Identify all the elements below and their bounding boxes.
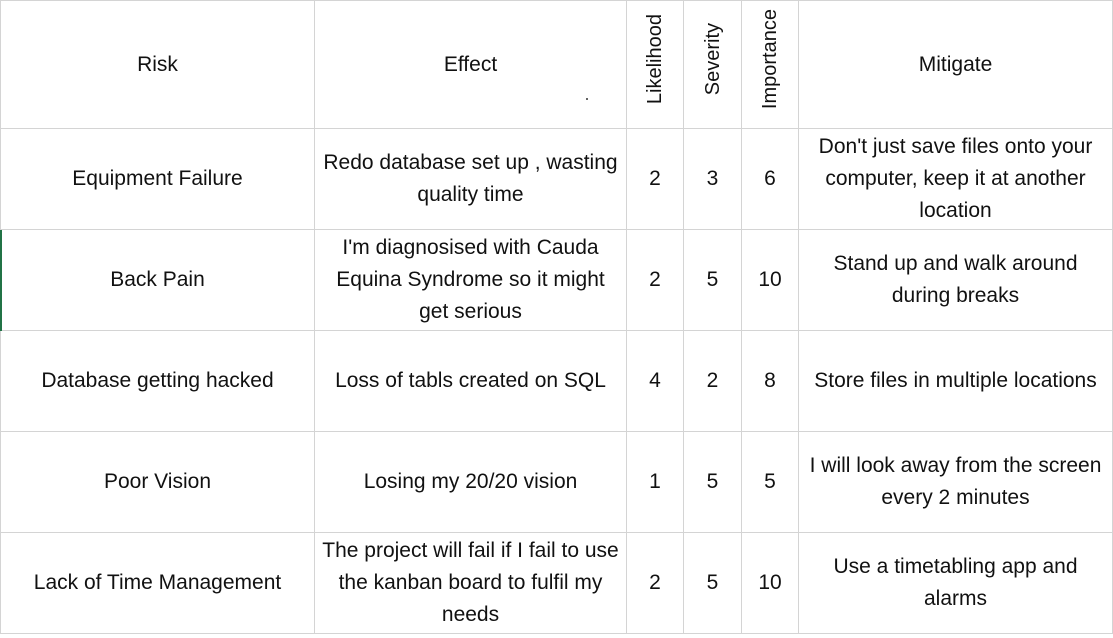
cell-severity[interactable]: 3 [683, 128, 742, 230]
cell-importance[interactable]: 8 [741, 330, 799, 432]
cell-likelihood[interactable]: 2 [626, 532, 684, 634]
header-severity[interactable]: Severity [683, 0, 742, 129]
cell-mitigate[interactable]: Don't just save files onto your computer… [798, 128, 1113, 230]
header-row: Risk Effect Likelihood Severity Importan… [0, 0, 1113, 129]
header-severity-label: Severity [701, 23, 724, 96]
cell-mitigate[interactable]: Stand up and walk around during breaks [798, 229, 1113, 331]
cell-severity[interactable]: 5 [683, 431, 742, 533]
header-importance-label: Importance [759, 9, 781, 110]
cell-likelihood[interactable]: 2 [626, 229, 684, 331]
cell-effect[interactable]: I'm diagnosised with Cauda Equina Syndro… [314, 229, 627, 331]
cell-severity[interactable]: 5 [683, 532, 742, 634]
cell-effect[interactable]: Loss of tabls created on SQL [314, 330, 627, 432]
cell-likelihood[interactable]: 1 [626, 431, 684, 533]
table-row: Database getting hacked Loss of tabls cr… [0, 330, 1113, 432]
cell-mitigate[interactable]: Use a timetabling app and alarms [798, 532, 1113, 634]
cell-risk[interactable]: Lack of Time Management [0, 532, 315, 634]
cell-severity[interactable]: 5 [683, 229, 742, 331]
cell-likelihood[interactable]: 2 [626, 128, 684, 230]
table-row: Lack of Time Management The project will… [0, 532, 1113, 634]
selected-row-indicator [0, 230, 2, 331]
cell-importance[interactable]: 10 [741, 229, 799, 331]
header-likelihood[interactable]: Likelihood [626, 0, 684, 129]
stray-dot [586, 98, 588, 100]
cell-risk[interactable]: Database getting hacked [0, 330, 315, 432]
cell-importance[interactable]: 5 [741, 431, 799, 533]
cell-effect[interactable]: The project will fail if I fail to use t… [314, 532, 627, 634]
table-row: Back Pain I'm diagnosised with Cauda Equ… [0, 229, 1113, 331]
cell-mitigate[interactable]: I will look away from the screen every 2… [798, 431, 1113, 533]
cell-importance[interactable]: 10 [741, 532, 799, 634]
header-effect[interactable]: Effect [314, 0, 627, 129]
cell-effect[interactable]: Losing my 20/20 vision [314, 431, 627, 533]
header-likelihood-label: Likelihood [644, 14, 666, 105]
header-mitigate[interactable]: Mitigate [798, 0, 1113, 129]
cell-effect[interactable]: Redo database set up , wasting quality t… [314, 128, 627, 230]
table-row: Poor Vision Losing my 20/20 vision 1 5 5… [0, 431, 1113, 533]
cell-mitigate[interactable]: Store files in multiple locations [798, 330, 1113, 432]
cell-risk[interactable]: Poor Vision [0, 431, 315, 533]
header-importance[interactable]: Importance [741, 0, 799, 129]
cell-importance[interactable]: 6 [741, 128, 799, 230]
cell-risk[interactable]: Back Pain [0, 229, 315, 331]
cell-risk[interactable]: Equipment Failure [0, 128, 315, 230]
cell-likelihood[interactable]: 4 [626, 330, 684, 432]
cell-severity[interactable]: 2 [683, 330, 742, 432]
table-row: Equipment Failure Redo database set up ,… [0, 128, 1113, 230]
header-risk[interactable]: Risk [0, 0, 315, 129]
